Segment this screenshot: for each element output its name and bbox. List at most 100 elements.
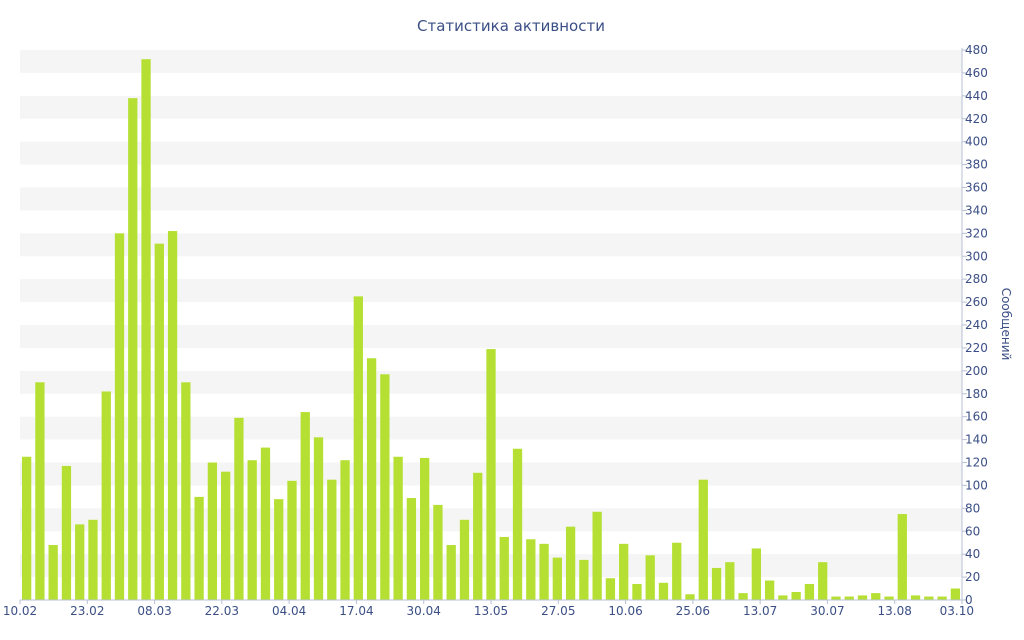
bar <box>512 448 523 600</box>
x-tick-label: 13.07 <box>743 604 777 618</box>
x-tick-label: 13.05 <box>474 604 508 618</box>
bar <box>791 591 801 600</box>
y-tick-label: 40 <box>965 547 980 561</box>
y-tick-label: 300 <box>965 249 988 263</box>
x-tick-label: 30.07 <box>810 604 844 618</box>
bar <box>751 548 761 600</box>
y-tick-label: 80 <box>965 501 980 515</box>
bar <box>658 582 669 600</box>
bar <box>871 593 881 601</box>
bar <box>380 374 390 600</box>
x-tick-label: 22.03 <box>205 604 239 618</box>
bar <box>207 462 218 600</box>
bar <box>950 588 961 600</box>
bar <box>698 479 708 600</box>
bar <box>340 460 350 600</box>
y-tick-label: 340 <box>965 203 988 217</box>
x-tick-label: 25.06 <box>676 604 710 618</box>
bar <box>154 243 164 600</box>
bar <box>101 391 111 600</box>
y-tick-label: 360 <box>965 181 988 195</box>
bar <box>61 465 72 600</box>
y-axis-label: Сообщений <box>999 288 1013 361</box>
bar <box>35 382 45 600</box>
x-tick-label: 10.06 <box>608 604 642 618</box>
bar <box>353 296 363 600</box>
y-tick-label: 180 <box>965 387 988 401</box>
grid-band <box>20 279 962 303</box>
bar <box>884 596 894 600</box>
bar <box>88 519 98 600</box>
bar <box>605 578 616 600</box>
y-tick-label: 480 <box>965 43 988 57</box>
x-tick-label: 13.08 <box>878 604 912 618</box>
y-tick-label: 440 <box>965 89 988 103</box>
bar <box>194 496 204 601</box>
y-tick-label: 460 <box>965 66 988 80</box>
bar <box>260 447 271 600</box>
bar <box>937 596 947 600</box>
bar <box>579 559 589 600</box>
bar <box>234 417 244 600</box>
bar <box>526 539 536 600</box>
bar <box>446 545 456 600</box>
x-tick-label: 08.03 <box>137 604 171 618</box>
y-tick-label: 280 <box>965 272 988 286</box>
grid-band <box>20 187 962 211</box>
bar <box>287 480 297 600</box>
bar <box>924 596 934 600</box>
bar <box>897 514 907 600</box>
bar <box>274 499 284 600</box>
bar <box>433 504 443 600</box>
y-tick-label: 400 <box>965 135 988 149</box>
bar <box>619 543 629 600</box>
bar <box>552 557 562 600</box>
y-tick-label: 260 <box>965 295 988 309</box>
grid-band <box>20 325 962 348</box>
bar <box>114 233 125 600</box>
y-tick-label: 140 <box>965 433 988 447</box>
y-tick-label: 60 <box>965 524 980 538</box>
x-tick-label: 23.02 <box>70 604 104 618</box>
y-ticks: 0 20 40 60 80 100 120 140 160 180 200 220 240 260 280 3… <box>962 43 988 607</box>
bar <box>420 457 430 600</box>
chart-title: Статистика активности <box>417 17 605 35</box>
bar <box>831 596 841 600</box>
bar <box>818 562 828 600</box>
y-tick-label: 380 <box>965 158 988 172</box>
y-tick-label: 160 <box>965 410 988 424</box>
y-tick-label: 200 <box>965 364 988 378</box>
bar <box>406 498 417 600</box>
grid-band <box>20 95 962 119</box>
bar <box>300 412 310 600</box>
y-tick-label: 100 <box>965 478 988 492</box>
bar <box>685 594 695 600</box>
y-tick-label: 220 <box>965 341 988 355</box>
bar <box>725 562 735 600</box>
y-tick-label: 240 <box>965 318 988 332</box>
bar <box>764 580 775 600</box>
bar <box>167 231 178 601</box>
bar <box>473 472 483 600</box>
bar <box>778 595 788 600</box>
bar <box>499 536 509 600</box>
bar <box>857 595 868 600</box>
bar <box>539 543 549 600</box>
y-tick-label: 120 <box>965 456 988 470</box>
bars-layer <box>21 59 961 601</box>
y-tick-label: 320 <box>965 226 988 240</box>
bar <box>910 595 921 600</box>
grid-band <box>20 233 962 257</box>
bar <box>181 382 191 600</box>
bar <box>632 583 642 600</box>
bar <box>327 479 337 600</box>
bar <box>592 511 602 600</box>
bar <box>393 456 403 600</box>
bar <box>565 526 576 600</box>
bar <box>738 593 748 601</box>
bar <box>711 567 722 600</box>
grid-band <box>20 141 962 165</box>
bar <box>21 456 32 600</box>
